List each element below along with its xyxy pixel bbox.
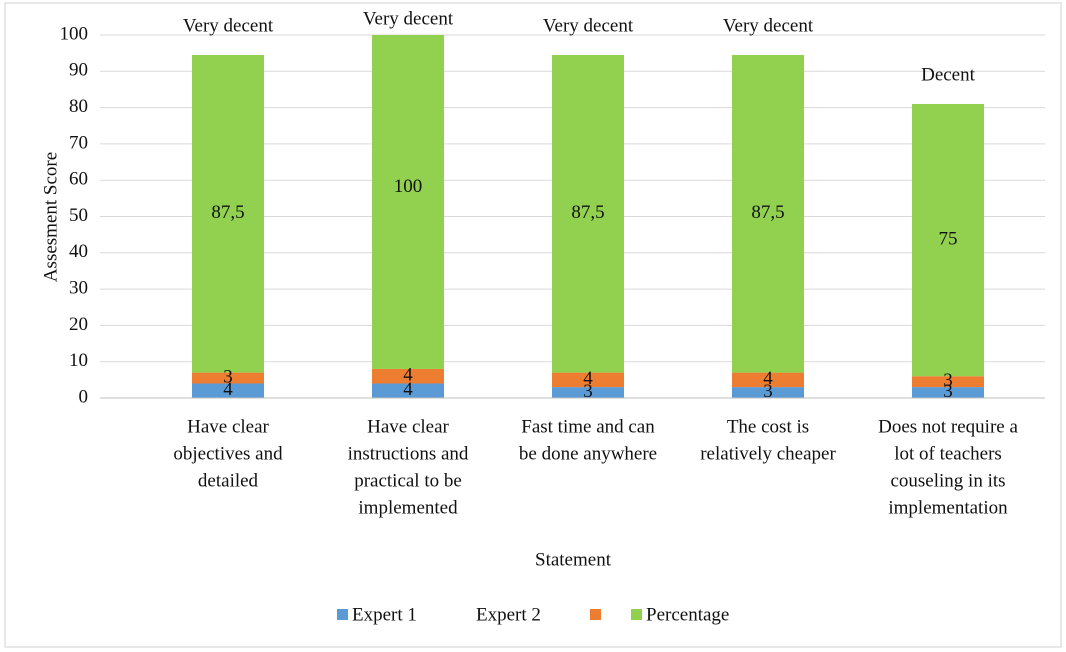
data-label: 4 — [403, 365, 413, 386]
bar-segment — [192, 372, 264, 384]
bar-segment — [732, 54, 804, 373]
x-axis-title: Statement — [535, 549, 612, 570]
y-tick-label: 20 — [69, 314, 88, 335]
bar-segment — [912, 387, 984, 398]
x-tick-label: instructions and — [348, 443, 469, 464]
x-tick-label: The cost is — [727, 416, 809, 437]
y-tick-label: 90 — [69, 60, 88, 81]
bar-segment — [192, 383, 264, 398]
y-tick-label: 60 — [69, 169, 88, 190]
y-tick-label: 100 — [60, 23, 89, 44]
bar-segment — [372, 35, 444, 369]
x-tick-label: lot of teachers — [894, 443, 1002, 464]
data-label: 3 — [943, 381, 953, 402]
data-label: 87,5 — [751, 202, 784, 223]
annotation: Very decent — [183, 15, 274, 36]
y-tick-label: 40 — [69, 241, 88, 262]
bar-segment — [912, 103, 984, 377]
x-tick-label: practical to be — [354, 470, 462, 491]
data-label: 4 — [223, 379, 233, 400]
data-label: 4 — [763, 368, 773, 389]
bar-segment — [732, 387, 804, 398]
legend-label: Percentage — [646, 604, 729, 625]
y-tick-label: 0 — [79, 386, 89, 407]
data-label: 3 — [223, 366, 233, 387]
legend-marker — [590, 609, 601, 620]
legend-marker — [631, 609, 642, 620]
data-label: 4 — [403, 379, 413, 400]
plot-area — [192, 35, 984, 398]
data-label: 3 — [583, 381, 593, 402]
data-label: 87,5 — [571, 202, 604, 223]
x-tick-label: Does not require a — [878, 416, 1018, 437]
legend-marker — [337, 609, 348, 620]
x-tick-label: couseling in its — [890, 470, 1005, 491]
bar-segment — [372, 383, 444, 398]
annotation: Decent — [921, 64, 976, 85]
bar-segment — [732, 372, 804, 388]
x-tick-label: Have clear — [187, 416, 269, 437]
bar-segment — [552, 372, 624, 388]
bar-segment — [192, 54, 264, 373]
bar-segment — [912, 376, 984, 388]
data-label: 3 — [763, 381, 773, 402]
x-tick-label: relatively cheaper — [700, 443, 836, 464]
x-tick-label: implementation — [888, 497, 1008, 518]
x-tick-label: objectives and — [173, 443, 283, 464]
legend-label: Expert 2 — [476, 604, 541, 625]
bar-segment — [552, 387, 624, 398]
annotation: Very decent — [723, 15, 814, 36]
y-tick-label: 10 — [69, 350, 88, 371]
x-tick-label: implemented — [358, 497, 458, 518]
legend-label: Expert 1 — [352, 604, 417, 625]
y-tick-label: 70 — [69, 132, 88, 153]
data-label: 4 — [583, 368, 593, 389]
x-tick-label: be done anywhere — [519, 443, 657, 464]
y-axis-title: Assesment Score — [40, 152, 61, 282]
x-tick-label: Fast time and can — [521, 416, 655, 437]
y-tick-label: 30 — [69, 277, 88, 298]
annotation: Very decent — [543, 15, 634, 36]
data-label: 3 — [943, 370, 953, 391]
y-tick-label: 50 — [69, 205, 88, 226]
data-label: 75 — [939, 228, 958, 249]
x-tick-label: detailed — [198, 470, 259, 491]
bar-segment — [552, 54, 624, 373]
annotation: Very decent — [363, 8, 454, 29]
data-label: 87,5 — [211, 202, 244, 223]
x-tick-label: Have clear — [367, 416, 449, 437]
bar-segment — [372, 368, 444, 384]
data-label: 100 — [394, 176, 423, 197]
y-tick-label: 80 — [69, 96, 88, 117]
